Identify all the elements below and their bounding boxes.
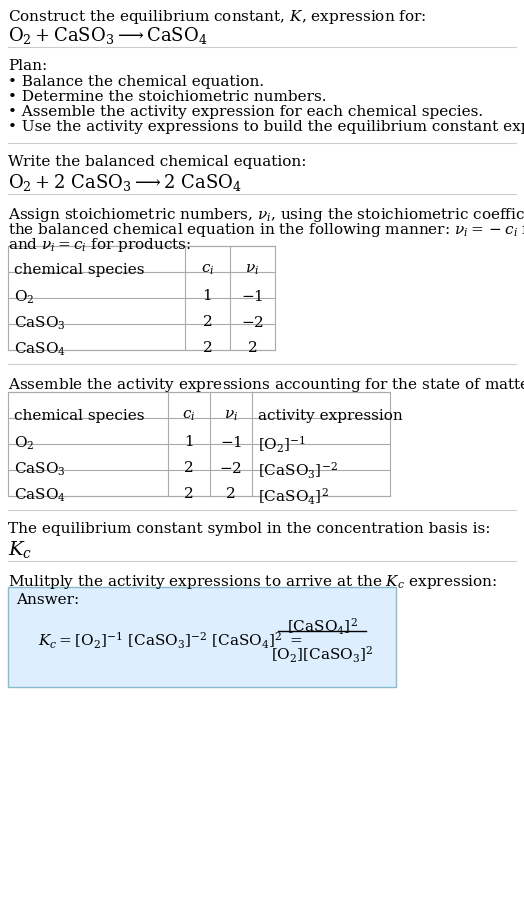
Text: $[\mathrm{CaSO_4}]^{2}$: $[\mathrm{CaSO_4}]^{2}$ [258, 487, 329, 507]
Text: $\mathrm{CaSO_3}$: $\mathrm{CaSO_3}$ [14, 461, 66, 478]
Text: Write the balanced chemical equation:: Write the balanced chemical equation: [8, 155, 307, 169]
Text: • Determine the stoichiometric numbers.: • Determine the stoichiometric numbers. [8, 90, 326, 104]
Text: $K_c$: $K_c$ [8, 539, 32, 560]
Text: $[\mathrm{CaSO_3}]^{-2}$: $[\mathrm{CaSO_3}]^{-2}$ [258, 461, 338, 481]
Text: • Assemble the activity expression for each chemical species.: • Assemble the activity expression for e… [8, 105, 483, 119]
Text: activity expression: activity expression [258, 409, 403, 423]
Text: $[\mathrm{O_2}][\mathrm{CaSO_3}]^2$: $[\mathrm{O_2}][\mathrm{CaSO_3}]^2$ [271, 645, 373, 665]
Text: $-1$: $-1$ [220, 435, 242, 450]
Text: $\mathrm{CaSO_3}$: $\mathrm{CaSO_3}$ [14, 315, 66, 332]
Text: $-2$: $-2$ [241, 315, 264, 330]
Text: chemical species: chemical species [14, 263, 145, 277]
Text: $\mathrm{O_2}$: $\mathrm{O_2}$ [14, 289, 35, 306]
Text: $\mathrm{CaSO_4}$: $\mathrm{CaSO_4}$ [14, 341, 66, 359]
Text: Assemble the activity expressions accounting for the state of matter and $\nu_i$: Assemble the activity expressions accoun… [8, 376, 524, 394]
Text: Plan:: Plan: [8, 59, 47, 73]
Text: the balanced chemical equation in the following manner: $\nu_i = -c_i$ for react: the balanced chemical equation in the fo… [8, 221, 524, 239]
Text: 2: 2 [203, 341, 212, 355]
Text: 2: 2 [226, 487, 236, 501]
Text: $-2$: $-2$ [220, 461, 243, 476]
Text: 2: 2 [184, 461, 194, 475]
Text: and $\nu_i = c_i$ for products:: and $\nu_i = c_i$ for products: [8, 236, 191, 254]
Text: $[\mathrm{O_2}]^{-1}$: $[\mathrm{O_2}]^{-1}$ [258, 435, 306, 455]
Text: Assign stoichiometric numbers, $\nu_i$, using the stoichiometric coefficients, $: Assign stoichiometric numbers, $\nu_i$, … [8, 206, 524, 224]
Text: Answer:: Answer: [16, 593, 79, 607]
Text: $\mathrm{O_2 + CaSO_3 \longrightarrow CaSO_4}$: $\mathrm{O_2 + CaSO_3 \longrightarrow Ca… [8, 25, 208, 46]
Text: $\mathrm{CaSO_4}$: $\mathrm{CaSO_4}$ [14, 487, 66, 505]
Text: $\mathrm{O_2}$: $\mathrm{O_2}$ [14, 435, 35, 452]
Text: 1: 1 [203, 289, 212, 303]
Text: $\nu_i$: $\nu_i$ [224, 409, 238, 423]
Text: Construct the equilibrium constant, $K$, expression for:: Construct the equilibrium constant, $K$,… [8, 8, 427, 26]
Text: • Use the activity expressions to build the equilibrium constant expression.: • Use the activity expressions to build … [8, 120, 524, 134]
Text: chemical species: chemical species [14, 409, 145, 423]
Text: $K_c = [\mathrm{O_2}]^{-1}\ [\mathrm{CaSO_3}]^{-2}\ [\mathrm{CaSO_4}]^{2}\ =$: $K_c = [\mathrm{O_2}]^{-1}\ [\mathrm{CaS… [38, 631, 302, 651]
Text: $c_i$: $c_i$ [201, 263, 214, 278]
FancyBboxPatch shape [8, 587, 396, 687]
Text: $\nu_i$: $\nu_i$ [245, 263, 259, 278]
Text: 1: 1 [184, 435, 194, 449]
Text: 2: 2 [203, 315, 212, 329]
Text: $[\mathrm{CaSO_4}]^2$: $[\mathrm{CaSO_4}]^2$ [287, 617, 357, 637]
Text: 2: 2 [184, 487, 194, 501]
Text: $\mathrm{O_2 + 2\ CaSO_3 \longrightarrow 2\ CaSO_4}$: $\mathrm{O_2 + 2\ CaSO_3 \longrightarrow… [8, 172, 242, 193]
Text: The equilibrium constant symbol in the concentration basis is:: The equilibrium constant symbol in the c… [8, 522, 490, 536]
Text: $c_i$: $c_i$ [182, 409, 195, 423]
Text: Mulitply the activity expressions to arrive at the $K_c$ expression:: Mulitply the activity expressions to arr… [8, 573, 497, 591]
Text: 2: 2 [248, 341, 257, 355]
Text: • Balance the chemical equation.: • Balance the chemical equation. [8, 75, 264, 89]
Text: $-1$: $-1$ [242, 289, 264, 304]
